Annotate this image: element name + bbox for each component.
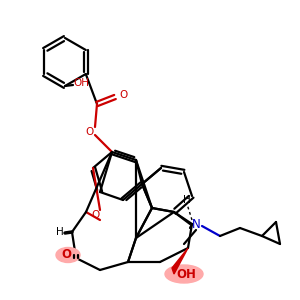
Text: OH: OH bbox=[73, 78, 89, 88]
Text: O: O bbox=[119, 90, 127, 100]
Text: N: N bbox=[192, 218, 200, 230]
Text: O: O bbox=[61, 248, 71, 262]
Ellipse shape bbox=[165, 265, 203, 283]
Text: H: H bbox=[56, 227, 64, 237]
Text: H: H bbox=[183, 195, 191, 205]
Polygon shape bbox=[172, 248, 188, 274]
Ellipse shape bbox=[56, 248, 80, 262]
Text: OH: OH bbox=[176, 268, 196, 281]
Text: O: O bbox=[91, 210, 99, 220]
Text: O: O bbox=[85, 127, 93, 137]
